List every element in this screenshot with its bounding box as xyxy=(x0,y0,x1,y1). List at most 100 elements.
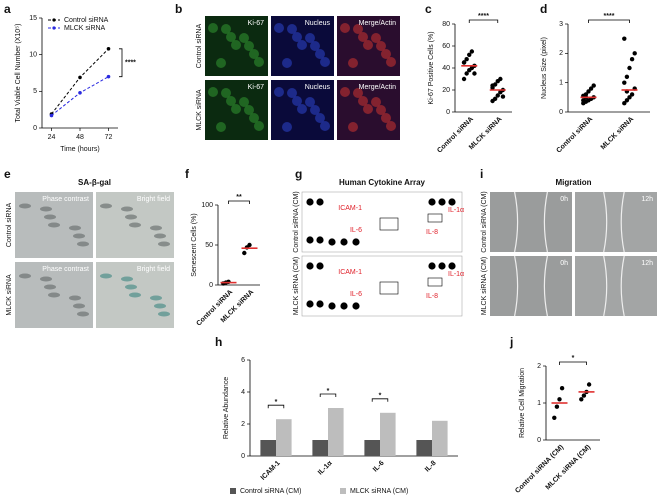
point xyxy=(579,397,584,402)
x-tick-label: Control siRNA xyxy=(555,116,594,155)
y-axis-label: Total Viable Cell Number (X10⁵) xyxy=(15,24,22,123)
column-label: Phase contrast xyxy=(42,196,89,203)
point xyxy=(552,415,557,420)
row-label: Control siRNA (CM) xyxy=(293,191,300,252)
cell xyxy=(381,113,391,123)
cell xyxy=(239,97,249,107)
y-tick-label: 20 xyxy=(442,87,450,94)
x-axis-label: Time (hours) xyxy=(60,146,99,153)
cell xyxy=(19,273,31,279)
cell xyxy=(77,311,89,317)
panel-letter: d xyxy=(540,2,547,16)
y-axis-label: Relative Cell Migration xyxy=(519,368,526,438)
row-label: MLCK siRNA xyxy=(196,89,203,131)
row-label: MLCK siRNA (CM) xyxy=(481,257,488,315)
series-line xyxy=(51,76,109,116)
array-spot xyxy=(428,262,436,270)
bar xyxy=(276,419,292,456)
cell xyxy=(125,284,137,290)
bar xyxy=(432,420,448,456)
x-tick-label: 72 xyxy=(105,134,113,141)
bar xyxy=(416,440,432,456)
y-tick-label: 100 xyxy=(201,202,213,209)
cell xyxy=(340,87,350,97)
cell xyxy=(48,222,60,228)
y-tick-label: 2 xyxy=(559,50,563,57)
x-tick-label: IL-6 xyxy=(372,460,386,474)
cell xyxy=(244,105,254,115)
point xyxy=(467,52,472,57)
array-spot xyxy=(352,238,360,246)
cell xyxy=(40,276,52,282)
point xyxy=(591,83,596,88)
y-tick-label: 4 xyxy=(241,389,245,396)
array-spot xyxy=(316,198,324,206)
cell xyxy=(244,41,254,51)
point xyxy=(469,49,475,54)
array-box xyxy=(379,217,399,231)
y-tick-label: 60 xyxy=(442,43,450,50)
array-spot xyxy=(438,262,446,270)
legend-marker xyxy=(52,26,56,30)
cytokine-label: ICAM-1 xyxy=(338,205,362,212)
scratch-edge xyxy=(603,255,625,317)
y-tick-label: 0 xyxy=(209,282,213,289)
cell xyxy=(158,311,170,317)
bar xyxy=(380,412,396,456)
cell xyxy=(371,33,381,43)
array-spot xyxy=(340,238,348,246)
point xyxy=(629,92,635,97)
array-spot xyxy=(428,198,436,206)
cell xyxy=(154,303,166,309)
x-tick-label: IL-1α xyxy=(317,459,334,476)
column-label: Bright field xyxy=(137,266,170,273)
x-tick-label: Control siRNA (CM) xyxy=(514,444,565,495)
cytokine-label: IL-8 xyxy=(426,293,438,300)
y-tick-label: 1 xyxy=(537,400,541,407)
cell xyxy=(353,24,363,34)
cell xyxy=(216,58,226,68)
point xyxy=(622,101,627,106)
cell xyxy=(100,273,112,279)
cell xyxy=(40,206,52,212)
cell xyxy=(386,57,396,67)
column-label: Nucleus xyxy=(305,20,331,27)
legend-label: MLCK siRNA xyxy=(64,25,106,32)
cell xyxy=(208,23,218,33)
y-tick-label: 40 xyxy=(442,65,450,72)
micrograph xyxy=(575,192,657,252)
bracket xyxy=(119,48,123,78)
array-spot xyxy=(328,302,336,310)
y-tick-label: 50 xyxy=(205,242,213,249)
cell xyxy=(221,88,231,98)
cell xyxy=(282,58,292,68)
annotation: * xyxy=(275,399,278,406)
cell xyxy=(44,284,56,290)
array-spot xyxy=(316,262,324,270)
cell xyxy=(154,233,166,239)
column-label: 12h xyxy=(641,260,653,267)
x-tick-label: MLCK siRNA xyxy=(600,116,635,151)
point xyxy=(586,382,592,387)
cell xyxy=(239,33,249,43)
legend-label: MLCK siRNA (CM) xyxy=(350,488,408,495)
annotation: * xyxy=(327,388,330,395)
cell xyxy=(254,57,264,67)
array-spot xyxy=(306,198,314,206)
legend-swatch xyxy=(340,488,346,494)
row-label: Control siRNA xyxy=(6,203,13,248)
cell xyxy=(125,214,137,220)
point xyxy=(586,89,591,94)
annotation: ** xyxy=(236,194,242,201)
panel-letter: e xyxy=(4,167,11,181)
annotation: * xyxy=(572,355,575,362)
cell xyxy=(249,113,259,123)
cell xyxy=(48,292,60,298)
point xyxy=(554,404,560,409)
bar xyxy=(328,408,344,456)
cell xyxy=(315,49,325,59)
row-label: Control siRNA (CM) xyxy=(481,191,488,252)
cell xyxy=(292,96,302,106)
cytokine-label: ICAM-1 xyxy=(338,269,362,276)
point xyxy=(472,71,477,76)
